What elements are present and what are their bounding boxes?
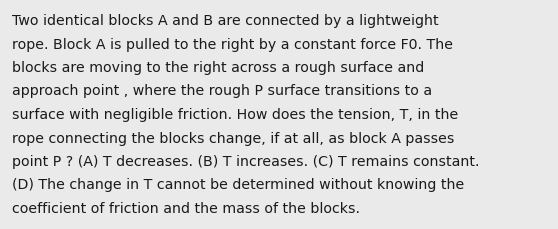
Text: blocks are moving to the right across a rough surface and: blocks are moving to the right across a …: [12, 61, 424, 75]
Text: rope connecting the blocks change, if at all, as block A passes: rope connecting the blocks change, if at…: [12, 131, 454, 145]
Text: coefficient of friction and the mass of the blocks.: coefficient of friction and the mass of …: [12, 201, 360, 215]
Text: approach point , where the rough P surface transitions to a: approach point , where the rough P surfa…: [12, 84, 432, 98]
Text: surface with negligible friction. How does the tension, T, in the: surface with negligible friction. How do…: [12, 108, 458, 121]
Text: rope. Block A is pulled to the right by a constant force F0. The: rope. Block A is pulled to the right by …: [12, 37, 453, 51]
Text: (D) The change in T cannot be determined without knowing the: (D) The change in T cannot be determined…: [12, 178, 464, 192]
Text: point P ? (A) T decreases. (B) T increases. (C) T remains constant.: point P ? (A) T decreases. (B) T increas…: [12, 154, 479, 168]
Text: Two identical blocks A and B are connected by a lightweight: Two identical blocks A and B are connect…: [12, 14, 439, 28]
